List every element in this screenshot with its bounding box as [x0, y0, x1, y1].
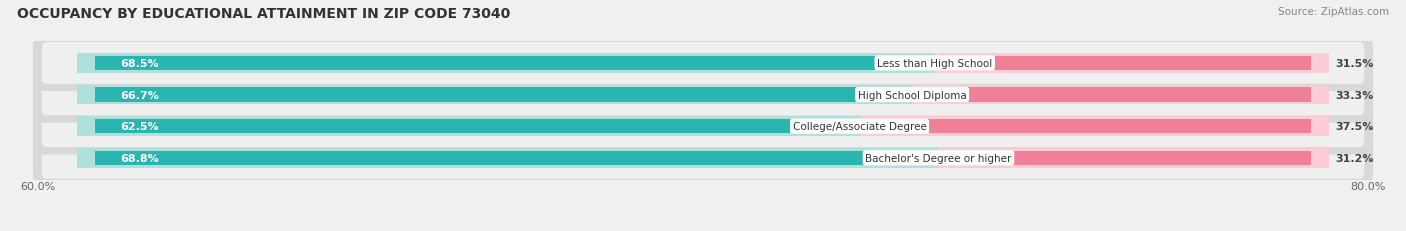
Bar	[912, 85, 1329, 105]
FancyBboxPatch shape	[42, 106, 1364, 147]
Bar	[77, 54, 935, 73]
FancyBboxPatch shape	[42, 43, 1364, 84]
FancyBboxPatch shape	[32, 99, 1374, 155]
Bar	[938, 151, 1310, 165]
Bar	[77, 148, 938, 168]
Bar	[912, 88, 1310, 102]
Bar	[96, 151, 938, 165]
Text: Source: ZipAtlas.com: Source: ZipAtlas.com	[1278, 7, 1389, 17]
Text: College/Associate Degree: College/Associate Degree	[793, 122, 927, 132]
Text: 37.5%: 37.5%	[1336, 122, 1374, 132]
Text: OCCUPANCY BY EDUCATIONAL ATTAINMENT IN ZIP CODE 73040: OCCUPANCY BY EDUCATIONAL ATTAINMENT IN Z…	[17, 7, 510, 21]
Text: 80.0%: 80.0%	[1350, 181, 1386, 191]
Text: 68.8%: 68.8%	[121, 153, 159, 163]
Bar	[935, 54, 1329, 73]
Bar	[96, 57, 935, 71]
Bar	[96, 120, 859, 134]
Text: Bachelor's Degree or higher: Bachelor's Degree or higher	[865, 153, 1012, 163]
FancyBboxPatch shape	[42, 137, 1364, 179]
Bar	[859, 120, 1310, 134]
Text: High School Diploma: High School Diploma	[858, 90, 966, 100]
Bar	[77, 117, 859, 136]
Bar	[935, 57, 1310, 71]
Text: 66.7%: 66.7%	[121, 90, 159, 100]
FancyBboxPatch shape	[32, 130, 1374, 186]
Text: 31.5%: 31.5%	[1336, 59, 1374, 69]
Bar	[77, 85, 912, 105]
FancyBboxPatch shape	[42, 74, 1364, 116]
Bar	[859, 117, 1329, 136]
Text: Less than High School: Less than High School	[877, 59, 993, 69]
Bar	[938, 148, 1329, 168]
FancyBboxPatch shape	[32, 36, 1374, 92]
Text: 33.3%: 33.3%	[1336, 90, 1374, 100]
Text: 60.0%: 60.0%	[20, 181, 56, 191]
Bar	[96, 88, 912, 102]
Text: 68.5%: 68.5%	[121, 59, 159, 69]
Text: 31.2%: 31.2%	[1336, 153, 1374, 163]
FancyBboxPatch shape	[32, 67, 1374, 123]
Text: 62.5%: 62.5%	[121, 122, 159, 132]
